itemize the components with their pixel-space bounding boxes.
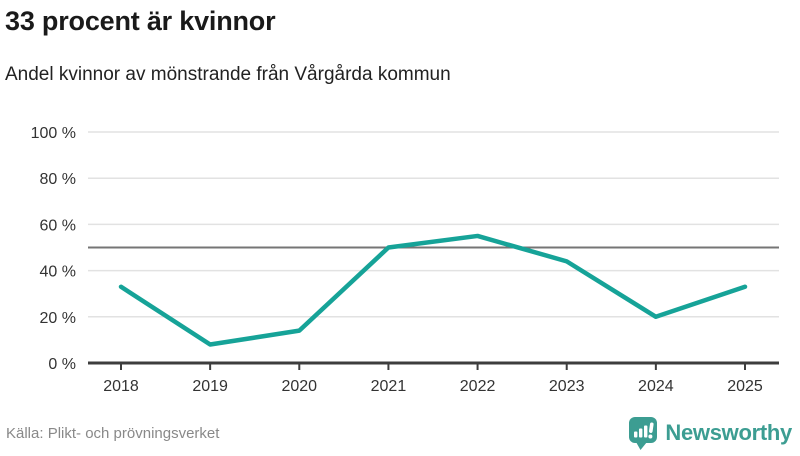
y-tick-label: 40 % <box>40 264 76 281</box>
y-tick-label: 80 % <box>40 171 76 188</box>
chart-card: 33 procent är kvinnor Andel kvinnor av m… <box>0 6 800 450</box>
y-tick-label: 20 % <box>40 310 76 327</box>
page-title: 33 procent är kvinnor <box>5 6 276 36</box>
x-tick-label: 2025 <box>727 378 763 395</box>
newsworthy-logo: Newsworthy <box>628 416 792 450</box>
x-tick-label: 2018 <box>103 378 139 395</box>
x-tick-label: 2019 <box>192 378 228 395</box>
footer: Källa: Plikt- och prövningsverket Newswo… <box>6 415 792 451</box>
newsworthy-bubble-chart-icon <box>629 416 658 450</box>
y-tick-label: 100 % <box>31 125 76 142</box>
y-tick-label: 0 % <box>48 356 76 373</box>
y-tick-label: 60 % <box>40 217 76 234</box>
x-tick-label: 2024 <box>638 378 674 395</box>
series-line <box>118 233 748 347</box>
page-subtitle: Andel kvinnor av mönstrande från Vårgård… <box>5 64 451 86</box>
x-tick-label: 2023 <box>549 378 585 395</box>
newsworthy-wordmark: Newsworthy <box>665 420 792 445</box>
source-note: Källa: Plikt- och prövningsverket <box>6 424 220 442</box>
x-tick-label: 2021 <box>371 378 407 395</box>
line-chart: 0 % 20 % 40 % 60 % 80 % 100 % 2018 2019 2020 2021… <box>31 125 779 395</box>
x-tick-label: 2020 <box>281 378 317 395</box>
x-tick-label: 2022 <box>460 378 496 395</box>
